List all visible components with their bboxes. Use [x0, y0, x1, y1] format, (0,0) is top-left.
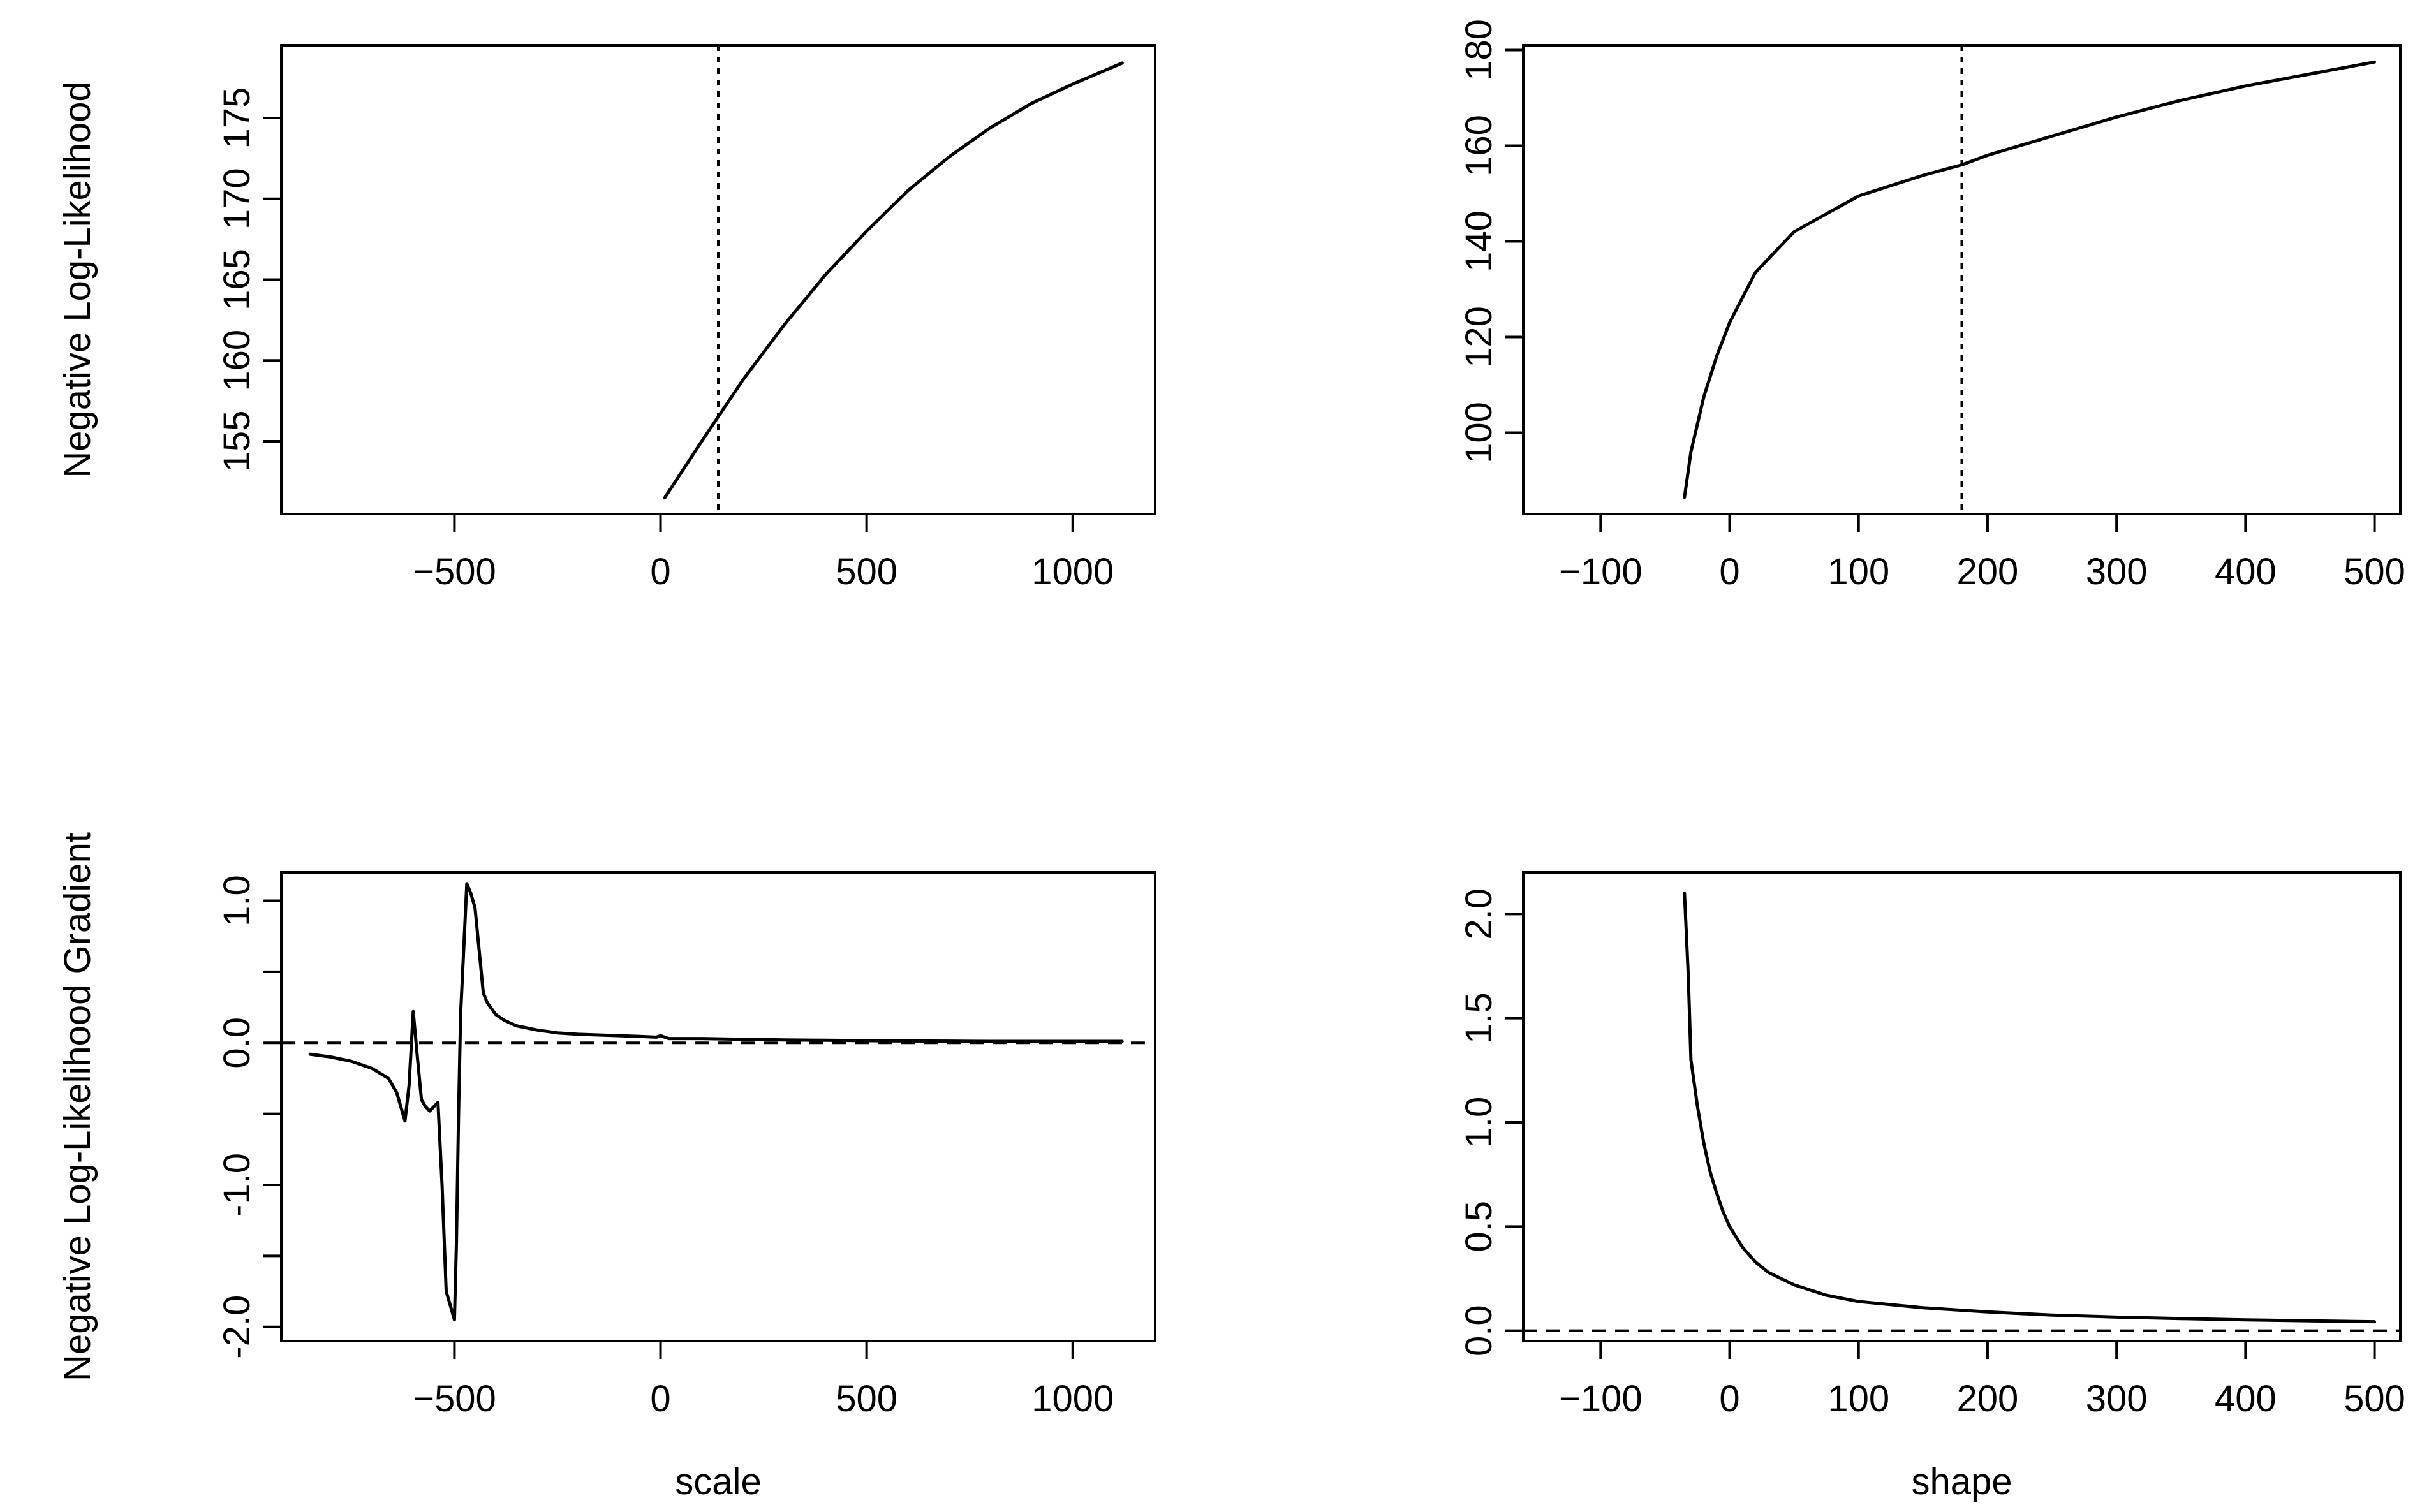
- panel-shape-gradient: −100 0 100 200 300 400 500 0.0 0.5 1.0 1.5 2.0 shape: [1458, 871, 2405, 1502]
- x-tick-label: −500: [413, 551, 496, 592]
- y-tick-label: -2.0: [216, 1295, 258, 1359]
- x-tick-label: 500: [2344, 551, 2405, 592]
- y-tick-label: 2.0: [1458, 888, 1500, 940]
- x-tick-label: 400: [2215, 551, 2277, 592]
- panel-shape-nll: −100 0 100 200 300 400 500 100 120 140 160 180: [1458, 19, 2405, 592]
- x-tick-label: 300: [2086, 1378, 2148, 1420]
- y-tick-label: 0.0: [1458, 1305, 1500, 1356]
- y-tick-label: 180: [1458, 19, 1500, 81]
- y-tick-label: 0.5: [1458, 1201, 1500, 1252]
- x-tick-label: 500: [2344, 1378, 2405, 1420]
- series-line: [1683, 892, 2377, 1324]
- y-tick-label: 160: [216, 330, 258, 392]
- y-tick-label: 1.0: [216, 875, 258, 927]
- x-tick-label: 1000: [1031, 551, 1114, 592]
- y-tick-label: 1.5: [1458, 992, 1500, 1044]
- x-tick-label: 500: [836, 1378, 897, 1420]
- series-line: [1683, 60, 2377, 499]
- x-tick-label: −100: [1559, 1378, 1643, 1420]
- y-tick-label: 100: [1458, 402, 1500, 464]
- series-line: [663, 61, 1124, 500]
- series-line: [308, 882, 1124, 1322]
- y-tick-label: -1.0: [216, 1153, 258, 1217]
- plot-frame: [1522, 871, 2402, 1342]
- y-tick-label: 160: [1458, 115, 1500, 177]
- y-axis-title: Negative Log-Likelihood: [57, 81, 98, 478]
- y-tick-label: 170: [216, 168, 258, 230]
- x-tick-label: 0: [1719, 551, 1739, 592]
- x-tick-label: −100: [1559, 551, 1643, 592]
- y-tick-label: 140: [1458, 210, 1500, 272]
- y-tick-label: 120: [1458, 306, 1500, 368]
- x-axis-title: scale: [675, 1461, 761, 1502]
- plot-frame: [280, 871, 1156, 1342]
- y-tick-label: 0.0: [216, 1017, 258, 1069]
- panel-scale-nll: −500 0 500 1000 155 160 165 170 175 Negative Log-…: [57, 44, 1156, 592]
- y-axis-title: Negative Log-Likelihood Gradient: [57, 832, 98, 1381]
- x-tick-label: 500: [836, 551, 897, 592]
- x-tick-label: 1000: [1031, 1378, 1114, 1420]
- x-tick-label: 400: [2215, 1378, 2277, 1420]
- x-tick-label: 0: [650, 1378, 670, 1420]
- x-axis-title: shape: [1911, 1461, 2012, 1502]
- x-tick-label: 0: [1719, 1378, 1739, 1420]
- y-tick-label: 1.0: [1458, 1097, 1500, 1149]
- y-tick-label: 155: [216, 411, 258, 473]
- x-tick-label: 0: [650, 551, 670, 592]
- x-tick-label: 200: [1957, 551, 2019, 592]
- y-tick-label: 175: [216, 87, 258, 149]
- x-tick-label: −500: [413, 1378, 496, 1420]
- panel-scale-gradient: −500 0 500 1000 -2.0 -1.0 0.0 1.0 Negative Log-L…: [57, 832, 1156, 1502]
- y-tick-label: 165: [216, 249, 258, 311]
- x-tick-label: 100: [1827, 551, 1889, 592]
- x-tick-label: 300: [2086, 551, 2148, 592]
- x-tick-label: 200: [1957, 1378, 2019, 1420]
- x-tick-label: 100: [1827, 1378, 1889, 1420]
